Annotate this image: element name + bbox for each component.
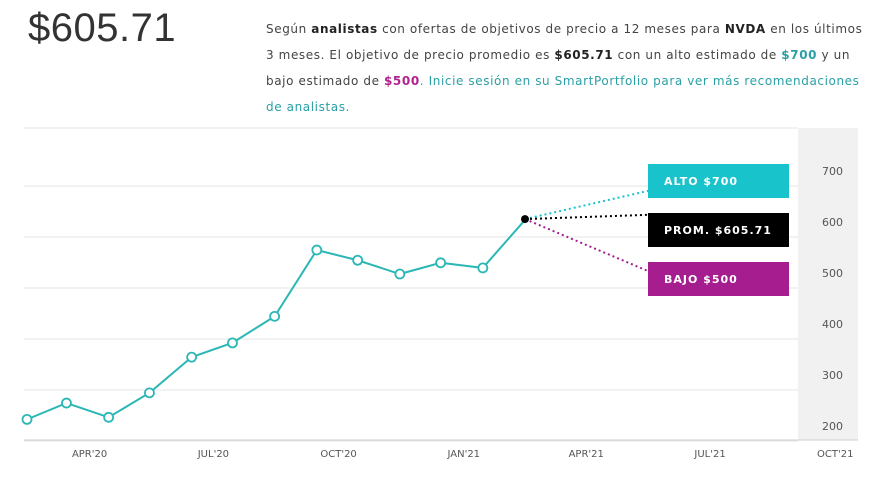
y-tick-label: 500 — [822, 267, 843, 280]
data-point — [103, 411, 115, 423]
y-tick-label: 300 — [822, 369, 843, 382]
x-tick-label: APR'20 — [72, 449, 107, 460]
data-point — [394, 268, 406, 280]
desc-high: $700 — [781, 48, 818, 62]
x-tick-label: OCT'20 — [320, 449, 356, 460]
low-target-badge-label: BAJO $500 — [664, 273, 738, 286]
data-point — [311, 244, 323, 256]
desc-ticker: NVDA — [724, 22, 766, 36]
y-tick-label: 700 — [822, 165, 843, 178]
forecast-band — [798, 128, 858, 440]
y-tick-label: 400 — [822, 318, 843, 331]
low-target-badge — [648, 262, 789, 296]
avg-target-badge-label: PROM. $605.71 — [664, 224, 772, 237]
price-target-value: $605.71 — [28, 6, 177, 50]
forecast-high-line — [524, 185, 670, 221]
y-tick-label: 200 — [822, 420, 843, 433]
analyst-description: Según analistas con ofertas de objetivos… — [266, 16, 866, 120]
data-point — [435, 257, 447, 269]
x-tick-label: APR'21 — [569, 449, 604, 460]
desc-avg: $605.71 — [554, 48, 614, 62]
desc-analysts: analistas — [311, 22, 378, 36]
current-price-point — [521, 215, 529, 224]
data-point — [269, 310, 281, 322]
high-target-badge-label: ALTO $700 — [664, 175, 738, 188]
data-point — [352, 254, 364, 266]
data-point — [227, 337, 238, 349]
avg-target-badge — [648, 213, 789, 247]
data-point — [61, 397, 72, 409]
data-point — [477, 262, 489, 274]
desc-mid4: y un bajo estimado de — [266, 48, 851, 88]
desc-mid3: con un alto estimado de — [613, 48, 782, 62]
x-tick-label: JUL'20 — [197, 449, 229, 460]
desc-low: $500 — [383, 74, 420, 88]
data-point — [144, 387, 155, 399]
x-tick-label: JUL'21 — [693, 449, 725, 460]
data-point — [186, 351, 198, 363]
x-tick-label: OCT'21 — [817, 449, 853, 460]
forecast-low-line — [524, 218, 670, 281]
x-tick-label: JAN'21 — [446, 449, 480, 460]
desc-mid1: con ofertas de objetivos de precio a 12 … — [377, 22, 725, 36]
desc-mid2: en los últimos 3 meses. El objetivo de p… — [266, 22, 863, 62]
high-target-badge — [648, 164, 789, 198]
smartportfolio-link[interactable]: . Inicie sesión en su SmartPortfolio par… — [266, 74, 860, 114]
desc-prefix: Según — [266, 22, 312, 36]
y-tick-label: 600 — [822, 216, 843, 229]
forecast-avg-line — [524, 213, 670, 221]
data-point — [21, 413, 33, 425]
